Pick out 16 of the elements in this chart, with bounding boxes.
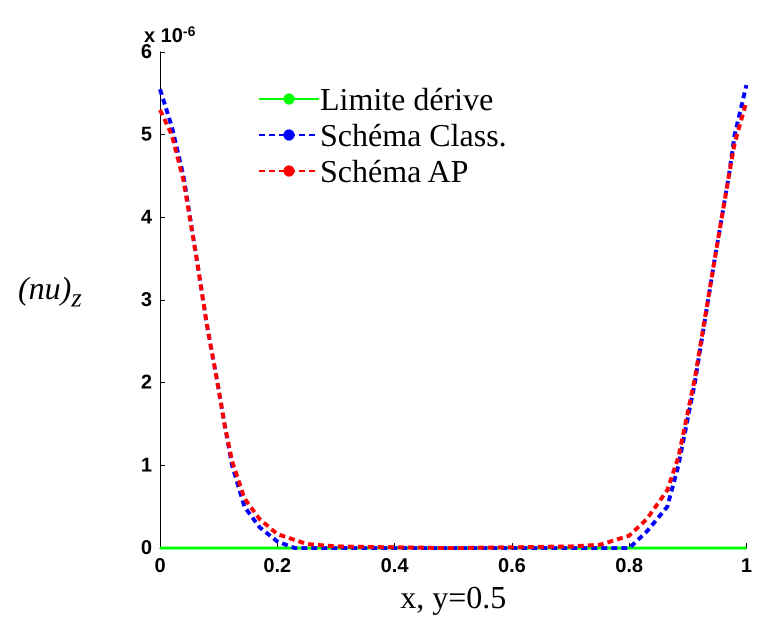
y-tick-label: 1 [140,454,152,476]
y-tick-label: 2 [140,372,152,394]
y-tick-label: 3 [140,289,152,312]
x-tick-label: 0.8 [615,555,644,578]
x-tick-label: 0.6 [498,555,526,578]
x-axis-title: x, y=0.5 [400,579,506,615]
legend-label: Schéma AP [320,153,468,189]
y-tick-label: 5 [140,124,152,146]
x-tick-label: 0.2 [263,555,292,578]
y-axis-title: (nu)$_{z}$ [18,270,82,314]
x-tick-label: 0.4 [380,555,410,578]
legend-label: Limite dérive [320,81,494,117]
y-tick-label: 4 [140,206,153,228]
x-tick-label: 1 [740,555,752,578]
y-tick-label: 0 [140,537,152,560]
legend-label: Schéma Class. [320,117,507,153]
